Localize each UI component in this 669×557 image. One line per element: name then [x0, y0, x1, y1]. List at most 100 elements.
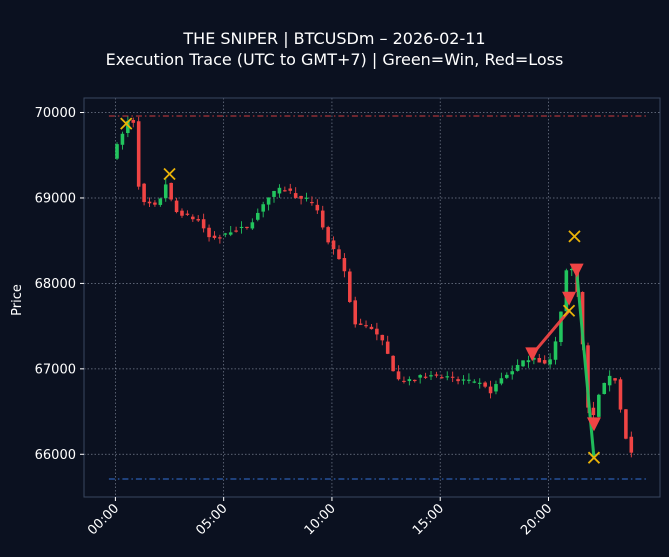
candle-body: [450, 376, 455, 378]
candle-body: [315, 204, 320, 211]
candle-body: [228, 232, 233, 235]
candle-body: [483, 382, 487, 387]
candle-body: [521, 360, 525, 367]
candle-body: [488, 386, 493, 394]
candle-body: [505, 374, 509, 378]
y-tick-label: 67000: [35, 362, 76, 377]
chart-subtitle: Execution Trace (UTC to GMT+7) | Green=W…: [105, 50, 564, 69]
candle-body: [293, 193, 298, 198]
candle-body: [180, 210, 184, 216]
candle-body: [526, 360, 531, 363]
candle-body: [369, 326, 374, 330]
candle-body: [304, 197, 309, 199]
y-tick-label: 68000: [35, 277, 76, 292]
trade-markers: [120, 117, 601, 464]
candle-body: [358, 323, 363, 325]
candle-body: [412, 379, 417, 382]
x-tick-label: 10:00: [302, 501, 339, 538]
candle-body: [532, 357, 536, 360]
candle-body: [418, 375, 422, 378]
candle-body: [380, 334, 385, 341]
y-axis-label: Price: [10, 284, 25, 316]
exit-marker: [562, 304, 576, 317]
candle-body: [624, 409, 628, 439]
candle-body: [423, 376, 428, 378]
grid-lines: [84, 98, 660, 497]
candle-body: [591, 407, 596, 416]
candle-body: [212, 235, 217, 238]
x-tick-label: 20:00: [518, 501, 555, 538]
candle-body: [191, 216, 195, 220]
chart-title: THE SNIPER | BTCUSDm – 2026-02-11: [183, 29, 486, 48]
candle-body: [564, 270, 569, 312]
candle-body: [201, 219, 206, 229]
candle-body: [126, 120, 130, 134]
x-tick-label: 15:00: [410, 501, 447, 538]
candle-body: [255, 212, 260, 220]
candle-body: [467, 379, 471, 381]
candle-body: [618, 379, 623, 410]
candle-body: [283, 190, 287, 192]
candle-body: [375, 328, 379, 335]
candle-body: [131, 119, 136, 123]
winning-trade-line: [575, 269, 596, 460]
candle-body: [136, 121, 141, 187]
exit-marker: [120, 117, 133, 130]
candle-body: [597, 394, 601, 417]
candle-body: [348, 271, 352, 302]
candle-body: [185, 213, 190, 215]
candle-body: [261, 204, 265, 212]
trade-lines: [530, 269, 596, 460]
candle-body: [310, 202, 314, 204]
candle-body: [277, 187, 282, 194]
candle-body: [586, 345, 590, 408]
candle-body: [337, 249, 341, 260]
candle-body: [559, 311, 563, 343]
x-tick-label: 00:00: [85, 501, 122, 538]
candle-body: [331, 240, 336, 250]
x-axis: 00:00 05:00 10:00 15:00 20:00: [85, 497, 555, 538]
candle-body: [299, 195, 303, 199]
candle-body: [477, 382, 482, 384]
plot-frame: [83, 97, 661, 498]
candle-body: [542, 360, 547, 364]
candle-body: [510, 371, 514, 375]
entry-marker: [562, 291, 577, 306]
candle-body: [169, 182, 173, 200]
candle-body: [461, 379, 466, 381]
candle-body: [245, 226, 249, 229]
exit-marker: [568, 230, 581, 243]
y-axis: 66000 67000 68000 69000 70000: [35, 106, 84, 463]
candle-body: [158, 198, 163, 205]
entry-marker: [586, 417, 601, 432]
candle-body: [326, 227, 330, 243]
x-tick-label: 05:00: [193, 501, 230, 538]
candle-body: [250, 222, 255, 229]
candle-body: [607, 375, 612, 386]
candle-body: [494, 384, 498, 392]
candle-body: [120, 133, 125, 145]
candle-body: [429, 375, 433, 377]
candle-body: [396, 371, 401, 380]
candles: [115, 116, 634, 458]
candle-body: [553, 341, 558, 360]
entry-marker: [569, 263, 584, 278]
y-tick-label: 70000: [35, 106, 76, 121]
y-tick-label: 69000: [35, 191, 76, 206]
candle-body: [234, 230, 238, 232]
candle-body: [407, 379, 412, 382]
candle-body: [272, 190, 276, 197]
candle-body: [402, 380, 406, 382]
candle-body: [456, 379, 460, 382]
candle-body: [364, 325, 368, 327]
candle-body: [153, 202, 157, 205]
candle-body: [613, 378, 617, 381]
candle-body: [537, 357, 542, 363]
candle-body: [391, 355, 395, 372]
candle-body: [239, 226, 244, 229]
candle-body: [602, 382, 607, 395]
candle-body: [440, 377, 444, 379]
candle-body: [445, 376, 450, 378]
